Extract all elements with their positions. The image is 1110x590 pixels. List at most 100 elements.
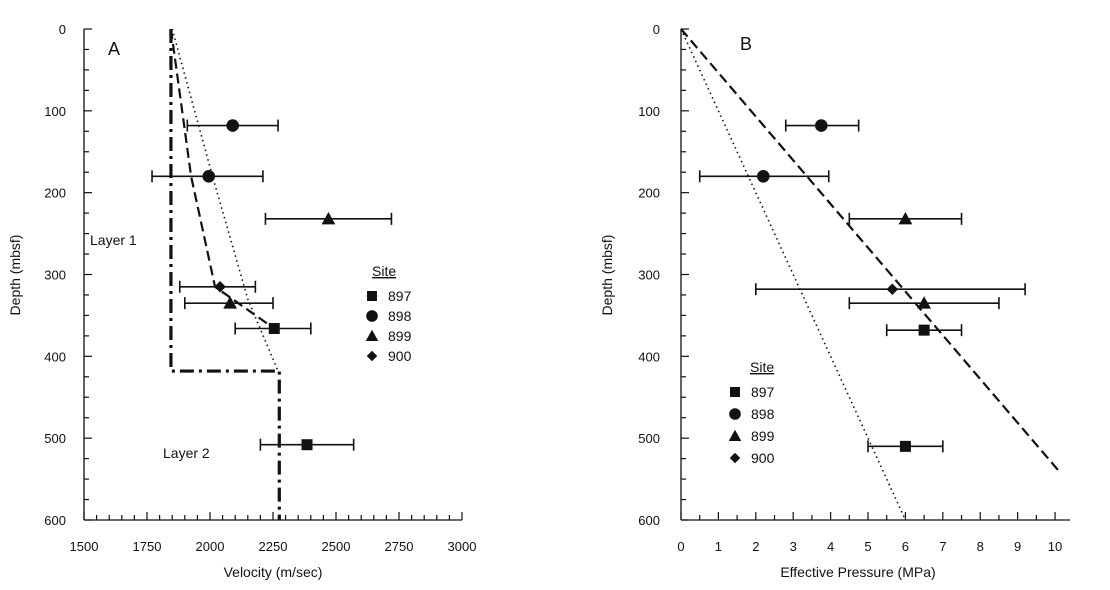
y-tick-label: 200: [44, 186, 66, 201]
legend-entry-897: 897: [730, 384, 775, 400]
data-point-site-898: [814, 119, 828, 132]
y-tick-label: 600: [44, 513, 66, 528]
data-point-site-897: [301, 439, 313, 451]
panel-a-legend: Site 897 898 899 900: [365, 263, 412, 364]
legend-label: 898: [751, 406, 775, 422]
data-point-site-899: [223, 296, 238, 309]
legend-label: 900: [751, 450, 775, 466]
panel-b-tick-labels: 0 100 200 300 400 500 600 0 1 2 3 4 5 6 7 8 9 10: [638, 22, 1062, 554]
legend-entry-897: 897: [367, 288, 412, 304]
x-tick-label: 2500: [322, 539, 351, 554]
x-tick-label: 2000: [196, 539, 225, 554]
x-tick-label: 0: [677, 539, 684, 554]
panel-a-error-bars: [151, 119, 393, 451]
x-tick-label: 2: [752, 539, 759, 554]
legend-marker-diamond: [366, 350, 378, 362]
y-tick-label: 100: [44, 104, 66, 119]
x-tick-label: 5: [864, 539, 871, 554]
legend-label: 898: [388, 308, 412, 324]
panel-a-annotation-layer-2: Layer 2: [163, 445, 210, 461]
panel-b-letter: B: [740, 34, 752, 54]
legend-entry-899: 899: [728, 428, 775, 444]
y-tick-label: 500: [638, 431, 660, 446]
legend-marker-triangle: [728, 429, 742, 441]
y-tick-label: 0: [59, 22, 66, 37]
panel-a-points: [202, 119, 336, 451]
trend-line-dashed: [680, 28, 1060, 472]
legend-label: 897: [751, 384, 775, 400]
legend-label: 897: [388, 288, 412, 304]
panel-a-letter: A: [108, 39, 120, 59]
x-tick-label: 9: [1014, 539, 1021, 554]
legend-entry-899: 899: [365, 328, 412, 344]
panel-a: 0 100 200 300 400 500 600 1500 1750 2000 2250 2500 2…: [7, 22, 476, 580]
legend-marker-circle: [366, 310, 378, 322]
panel-b-legend-title: Site: [750, 359, 774, 375]
trend-line-dashdot: [169, 29, 281, 520]
panel-b-legend-entries: 897 898 899 900: [728, 384, 775, 466]
panel-a-x-axis-title: Velocity (m/sec): [224, 564, 323, 580]
x-tick-label: 1: [715, 539, 722, 554]
panel-a-annotation-layer-1: Layer 1: [90, 232, 137, 248]
legend-marker-diamond: [729, 452, 741, 464]
data-point-site-900: [214, 281, 226, 293]
y-tick-label: 200: [638, 186, 660, 201]
x-tick-label: 4: [827, 539, 834, 554]
x-tick-label: 7: [939, 539, 946, 554]
panel-a-lines: [169, 28, 281, 520]
data-point-site-899: [917, 296, 931, 309]
x-tick-label: 1500: [70, 539, 99, 554]
panel-a-axes: [83, 28, 463, 521]
data-point-site-898: [226, 119, 239, 132]
legend-entry-900: 900: [366, 348, 412, 364]
legend-label: 899: [751, 428, 775, 444]
panel-a-y-axis-title: Depth (mbsf): [7, 235, 23, 316]
data-point-site-897: [899, 440, 911, 452]
data-point-site-898: [202, 170, 216, 183]
y-tick-label: 400: [44, 349, 66, 364]
panel-b-lines: [680, 28, 1060, 521]
x-tick-label: 10: [1048, 539, 1062, 554]
panel-b: 0 100 200 300 400 500 600 0 1 2 3 4 5 6 7 8 9 10 B Effect…: [599, 22, 1070, 580]
data-point-site-899: [898, 211, 913, 225]
x-tick-label: 6: [902, 539, 909, 554]
x-tick-label: 3: [790, 539, 797, 554]
legend-marker-square: [730, 387, 740, 397]
y-tick-label: 400: [638, 349, 660, 364]
panel-b-y-axis-title: Depth (mbsf): [599, 235, 615, 316]
panel-a-legend-entries: 897 898 899 900: [365, 288, 412, 364]
panel-b-error-bars: [698, 119, 1026, 453]
legend-entry-898: 898: [366, 308, 412, 324]
panel-b-legend: Site 897 898 899 900: [728, 359, 775, 466]
x-tick-label: 1750: [133, 539, 162, 554]
y-tick-label: 600: [638, 513, 660, 528]
data-point-site-897: [918, 324, 930, 336]
data-point-site-897: [268, 323, 280, 335]
data-point-site-899: [321, 211, 336, 225]
panel-a-legend-title: Site: [372, 263, 396, 279]
legend-label: 900: [388, 348, 412, 364]
panel-a-tick-labels: 0 100 200 300 400 500 600 1500 1750 2000 2250 2500 2…: [44, 22, 476, 554]
legend-entry-898: 898: [729, 406, 775, 422]
panel-b-x-axis-title: Effective Pressure (MPa): [780, 564, 935, 580]
legend-marker-circle: [729, 408, 741, 420]
x-tick-label: 2750: [385, 539, 414, 554]
y-tick-label: 500: [44, 431, 66, 446]
data-point-site-898: [756, 170, 770, 183]
y-tick-label: 300: [638, 268, 660, 283]
data-point-site-900: [886, 283, 899, 296]
legend-marker-square: [367, 291, 377, 301]
panel-b-axes: [680, 28, 1070, 521]
x-tick-label: 8: [977, 539, 984, 554]
panel-b-points: [756, 119, 931, 452]
legend-entry-900: 900: [729, 450, 775, 466]
legend-marker-triangle: [365, 329, 379, 341]
x-tick-label: 3000: [448, 539, 477, 554]
x-tick-label: 2250: [259, 539, 288, 554]
y-tick-label: 300: [44, 268, 66, 283]
y-tick-label: 0: [653, 22, 660, 37]
y-tick-label: 100: [638, 104, 660, 119]
legend-label: 899: [388, 328, 412, 344]
